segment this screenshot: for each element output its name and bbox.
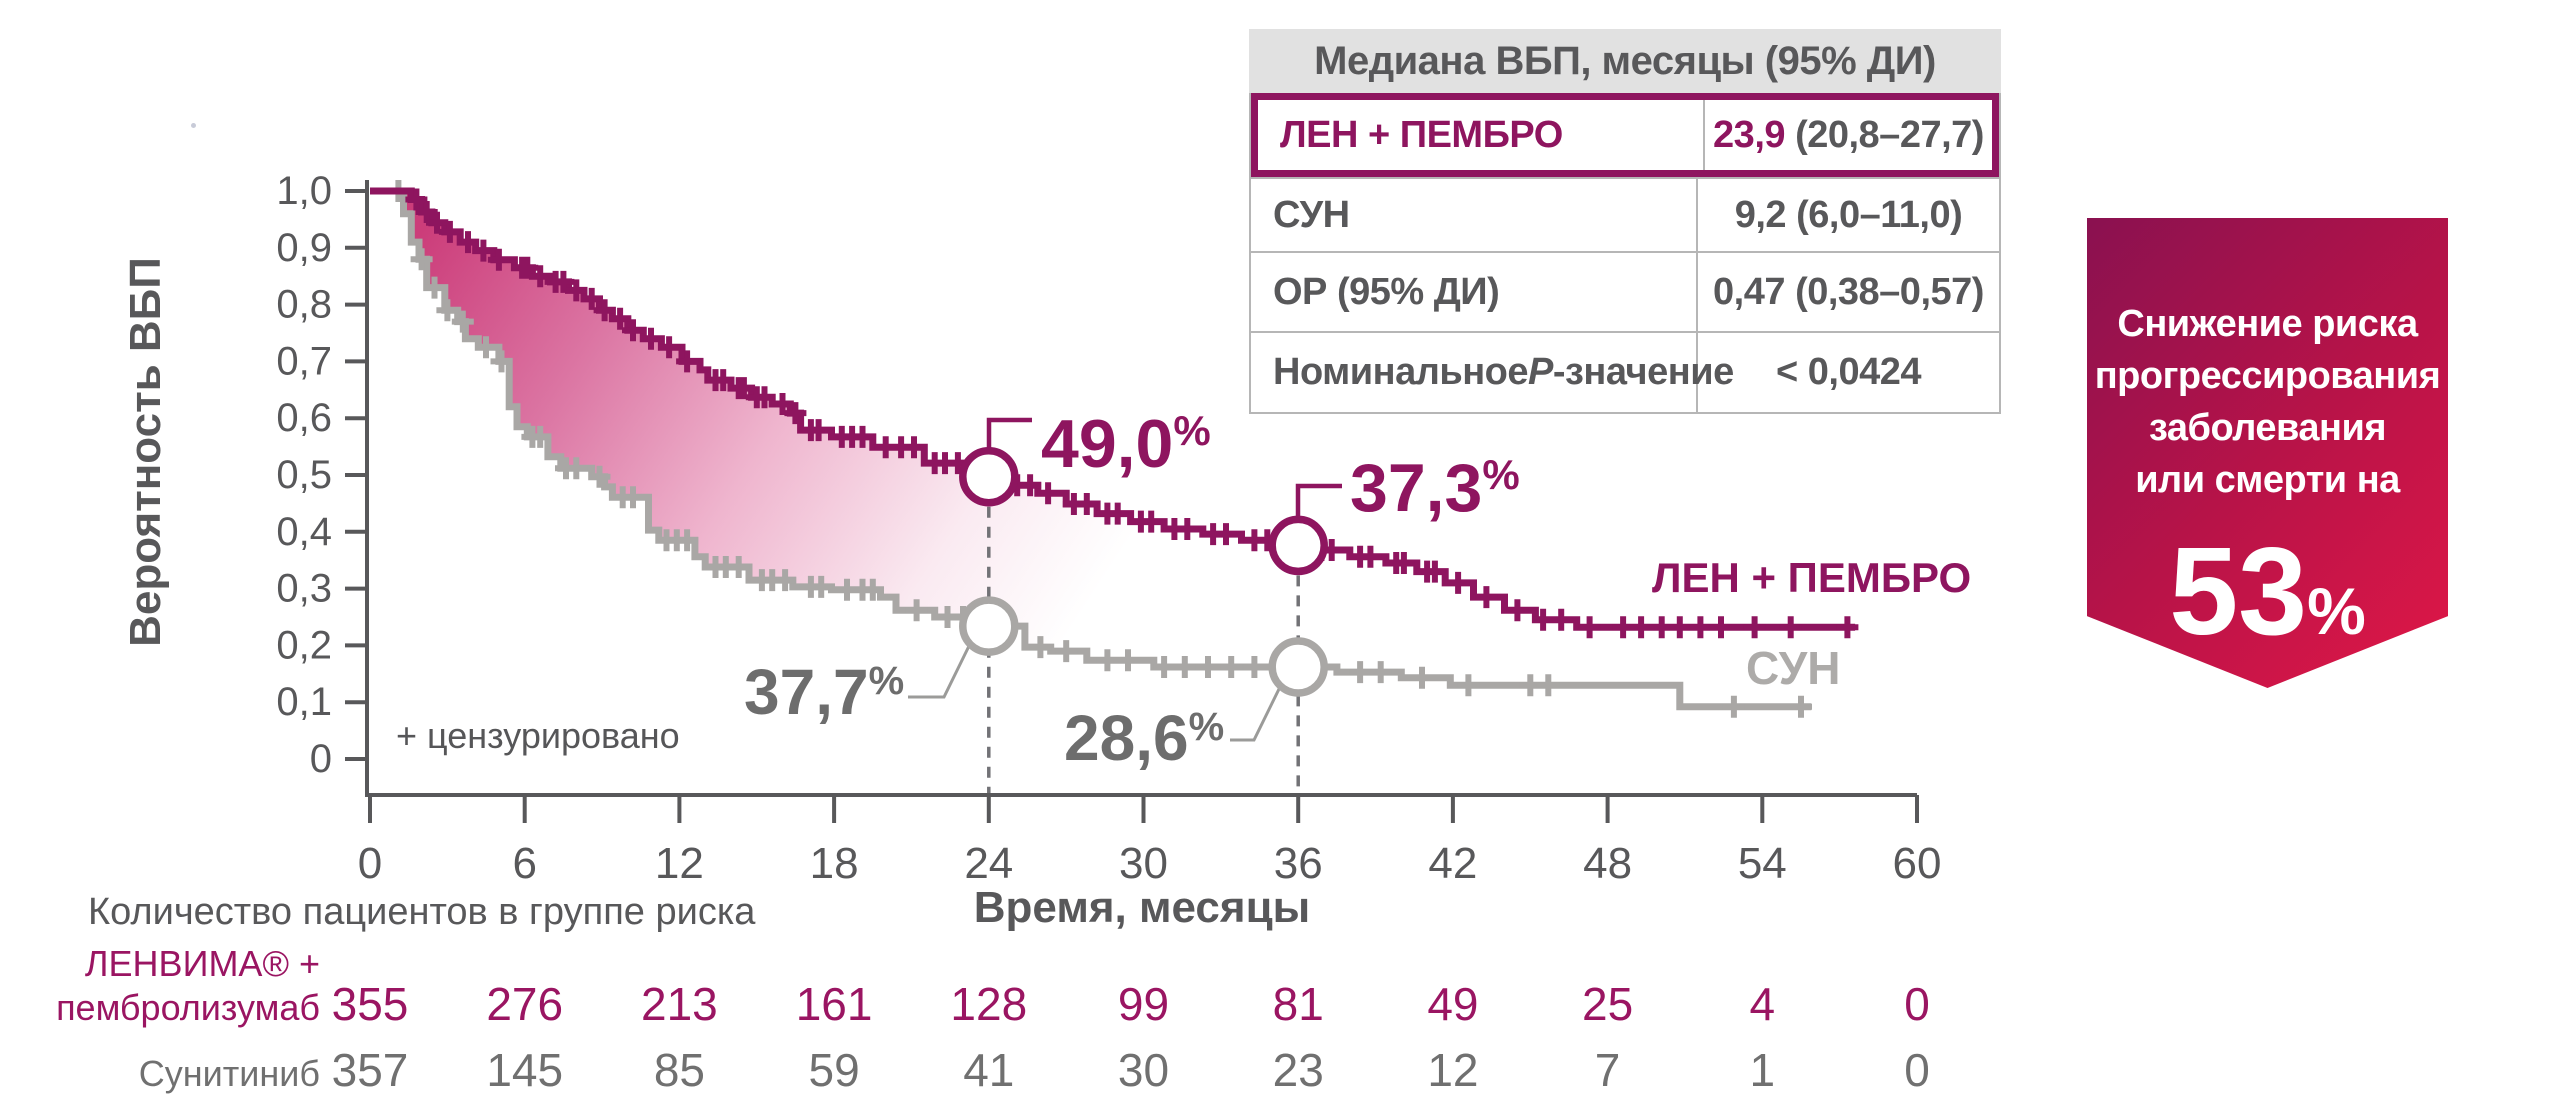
- at-risk-value: 30: [1118, 1044, 1169, 1096]
- at-risk-value: 49: [1427, 978, 1478, 1030]
- y-tick-label: 0,9: [276, 226, 332, 270]
- row-label: СУН: [1251, 179, 1698, 251]
- speck-artifact: [191, 123, 196, 128]
- annotation-37-7: 37,7%: [744, 656, 904, 728]
- row-label: Номинальное P -значение: [1251, 333, 1734, 412]
- y-tick-label: 0,4: [276, 510, 332, 554]
- badge-text-line: Снижение риска: [2117, 303, 2418, 345]
- at-risk-heading: Количество пациентов в группе риска: [88, 891, 756, 933]
- callout-28-6: [1230, 686, 1282, 742]
- x-tick-label: 6: [512, 839, 536, 888]
- at-risk-value: 0: [1904, 978, 1930, 1030]
- at-risk-value: 25: [1582, 978, 1633, 1030]
- at-risk-value: 7: [1595, 1044, 1621, 1096]
- y-tick-label: 0: [310, 737, 332, 781]
- row-value: 23,9 (20,8–27,7): [1713, 113, 1984, 156]
- curve-label-len-pembro: ЛЕН + ПЕМБРО: [1652, 554, 1971, 601]
- callout-37-3: [1295, 483, 1342, 516]
- y-tick-label: 0,7: [276, 339, 332, 383]
- row-label: ЛЕН + ПЕМБРО: [1258, 100, 1705, 170]
- x-tick-label: 30: [1119, 839, 1168, 888]
- median-table-row-pvalue: Номинальное P -значение < 0,0424: [1251, 331, 1999, 412]
- y-axis-title: Вероятность ВБП: [121, 257, 170, 647]
- landmark-circle: [959, 596, 1019, 656]
- y-tick-label: 0,5: [276, 453, 332, 497]
- annotation-28-6: 28,6%: [1064, 702, 1224, 774]
- censor-marks-len-pembro: [405, 188, 1859, 639]
- axis-lines: [365, 180, 1917, 797]
- badge-text-line: заболевания: [2148, 407, 2387, 449]
- x-tick-label: 48: [1583, 839, 1632, 888]
- at-risk-value: 99: [1118, 978, 1169, 1030]
- at-risk-value: 4: [1750, 978, 1776, 1030]
- at-risk-value: 355: [332, 978, 409, 1030]
- y-tick-label: 1,0: [276, 169, 332, 213]
- at-risk-value: 59: [809, 1044, 860, 1096]
- median-table-row-hr: ОР (95% ДИ) 0,47 (0,38–0,57): [1251, 251, 1999, 331]
- median-table-row-len-pembro: ЛЕН + ПЕМБРО 23,9 (20,8–27,7): [1251, 93, 1999, 177]
- x-tick-label: 54: [1738, 839, 1787, 888]
- y-tick-label: 0,6: [276, 396, 332, 440]
- badge-text-line: или смерти на: [2135, 459, 2400, 501]
- x-tick-label: 24: [964, 839, 1013, 888]
- median-table-row-sun: СУН 9,2 (6,0–11,0): [1251, 177, 1999, 251]
- x-tick-label: 0: [358, 839, 382, 888]
- x-tick-label: 12: [655, 839, 704, 888]
- at-risk-value: 81: [1273, 978, 1324, 1030]
- annotation-37-3: 37,3%: [1350, 450, 1520, 526]
- landmark-circle: [1268, 637, 1328, 697]
- row-label: ОР (95% ДИ): [1251, 253, 1698, 331]
- callout-37-7: [908, 645, 971, 699]
- y-tick-label: 0,3: [276, 567, 332, 611]
- between-curves-fill: [370, 191, 1856, 707]
- annotation-49-0: 49,0%: [1041, 406, 1211, 482]
- median-table: Медиана ВБП, месяцы (95% ДИ) ЛЕН + ПЕМБР…: [1249, 29, 2001, 414]
- x-tick-label: 18: [810, 839, 859, 888]
- at-risk-value: 213: [641, 978, 718, 1030]
- censored-note: + цензурировано: [396, 715, 680, 756]
- y-tick-label: 0,8: [276, 283, 332, 327]
- curve-label-sun: СУН: [1746, 642, 1840, 694]
- row-value: 0,47 (0,38–0,57): [1713, 270, 1984, 313]
- at-risk-value: 1: [1750, 1044, 1776, 1096]
- landmark-circle: [959, 446, 1019, 507]
- row-value: 9,2 (6,0–11,0): [1734, 193, 1963, 236]
- badge-text-line: прогрессирования: [2094, 355, 2441, 397]
- badge-percentage: 53%: [2169, 523, 2366, 661]
- row-value: < 0,0424: [1776, 351, 1921, 393]
- at-risk-value: 85: [654, 1044, 705, 1096]
- y-tick-label: 0,1: [276, 680, 332, 724]
- at-risk-value: 276: [486, 978, 563, 1030]
- risk-reduction-badge: Снижение риска прогрессирования заболева…: [2087, 218, 2448, 688]
- x-tick-label: 42: [1428, 839, 1477, 888]
- x-tick-label: 36: [1274, 839, 1323, 888]
- at-risk-value: 357: [332, 1044, 409, 1096]
- median-table-header: Медиана ВБП, месяцы (95% ДИ): [1249, 29, 2001, 93]
- at-risk-value: 128: [950, 978, 1027, 1030]
- at-risk-value: 145: [486, 1044, 563, 1096]
- at-risk-label-sunitinib: Сунитиниб: [139, 1053, 320, 1094]
- at-risk-value: 23: [1273, 1044, 1324, 1096]
- at-risk-value: 12: [1427, 1044, 1478, 1096]
- y-tick-label: 0,2: [276, 623, 332, 667]
- at-risk-value: 41: [963, 1044, 1014, 1096]
- x-tick-label: 60: [1893, 839, 1942, 888]
- callout-49-0: [986, 417, 1032, 449]
- x-axis-title: Время, месяцы: [974, 883, 1310, 932]
- at-risk-label-lenvima-line2: пембролизумаб: [56, 987, 320, 1028]
- at-risk-value: 0: [1904, 1044, 1930, 1096]
- at-risk-value: 161: [796, 978, 873, 1030]
- at-risk-label-lenvima-line1: ЛЕНВИМА® +: [85, 943, 320, 984]
- plot-generated: 1,0 0,9 0,8 0,7 0,6 0,5 0,4 0,3 0,2 0,1 0 0 6 12 18 24 3…: [276, 169, 1941, 1096]
- landmark-circle: [1268, 515, 1328, 576]
